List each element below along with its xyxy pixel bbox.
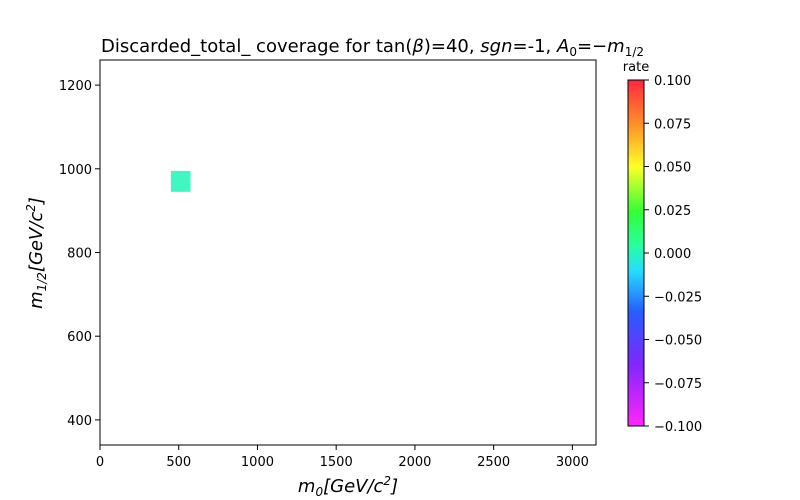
x-tick-label: 500 <box>166 455 191 470</box>
colorbar-tick-label: 0.075 <box>654 117 691 132</box>
colorbar-tick-label: −0.100 <box>654 420 702 435</box>
x-axis-ticks: 0 500 1000 1500 2000 2500 3000 <box>96 445 589 470</box>
colorbar-tick-label: 0.025 <box>654 204 691 219</box>
colorbar-tick-label: 0.000 <box>654 247 691 262</box>
y-tick-label: 1000 <box>59 163 92 178</box>
x-tick-label: 3000 <box>556 455 589 470</box>
y-tick-label: 600 <box>67 330 92 345</box>
x-tick-label: 1500 <box>320 455 353 470</box>
x-tick-label: 2000 <box>398 455 431 470</box>
colorbar-tick-label: −0.025 <box>654 290 702 305</box>
colorbar-tick-label: 0.050 <box>654 161 691 176</box>
colorbar-tick-label: −0.075 <box>654 377 702 392</box>
heatmap-cell <box>170 170 191 192</box>
chart-title: Discarded_total_ coverage for tan(β)=40,… <box>101 36 644 59</box>
x-tick-label: 1000 <box>241 455 274 470</box>
y-tick-label: 800 <box>67 247 92 262</box>
plot-area <box>99 59 597 446</box>
y-axis-ticks: 400 600 800 1000 1200 <box>59 79 100 429</box>
colorbar-ticks: 0.100 0.075 0.050 0.025 0.000 −0.025 −0.050 −0.… <box>644 74 702 435</box>
x-axis-label: m0[GeV/c2] <box>298 474 398 499</box>
colorbar <box>627 79 645 427</box>
heatmap-cells <box>170 170 191 192</box>
x-tick-label: 0 <box>96 455 104 470</box>
colorbar-tick-label: −0.050 <box>654 334 702 349</box>
colorbar-tick-label: 0.100 <box>654 74 691 89</box>
colorbar-label: rate <box>623 60 649 75</box>
x-tick-label: 2500 <box>477 455 510 470</box>
y-axis-label: m1/2[GeV/c2] <box>24 197 49 309</box>
y-tick-label: 1200 <box>59 79 92 94</box>
y-tick-label: 400 <box>67 414 92 429</box>
